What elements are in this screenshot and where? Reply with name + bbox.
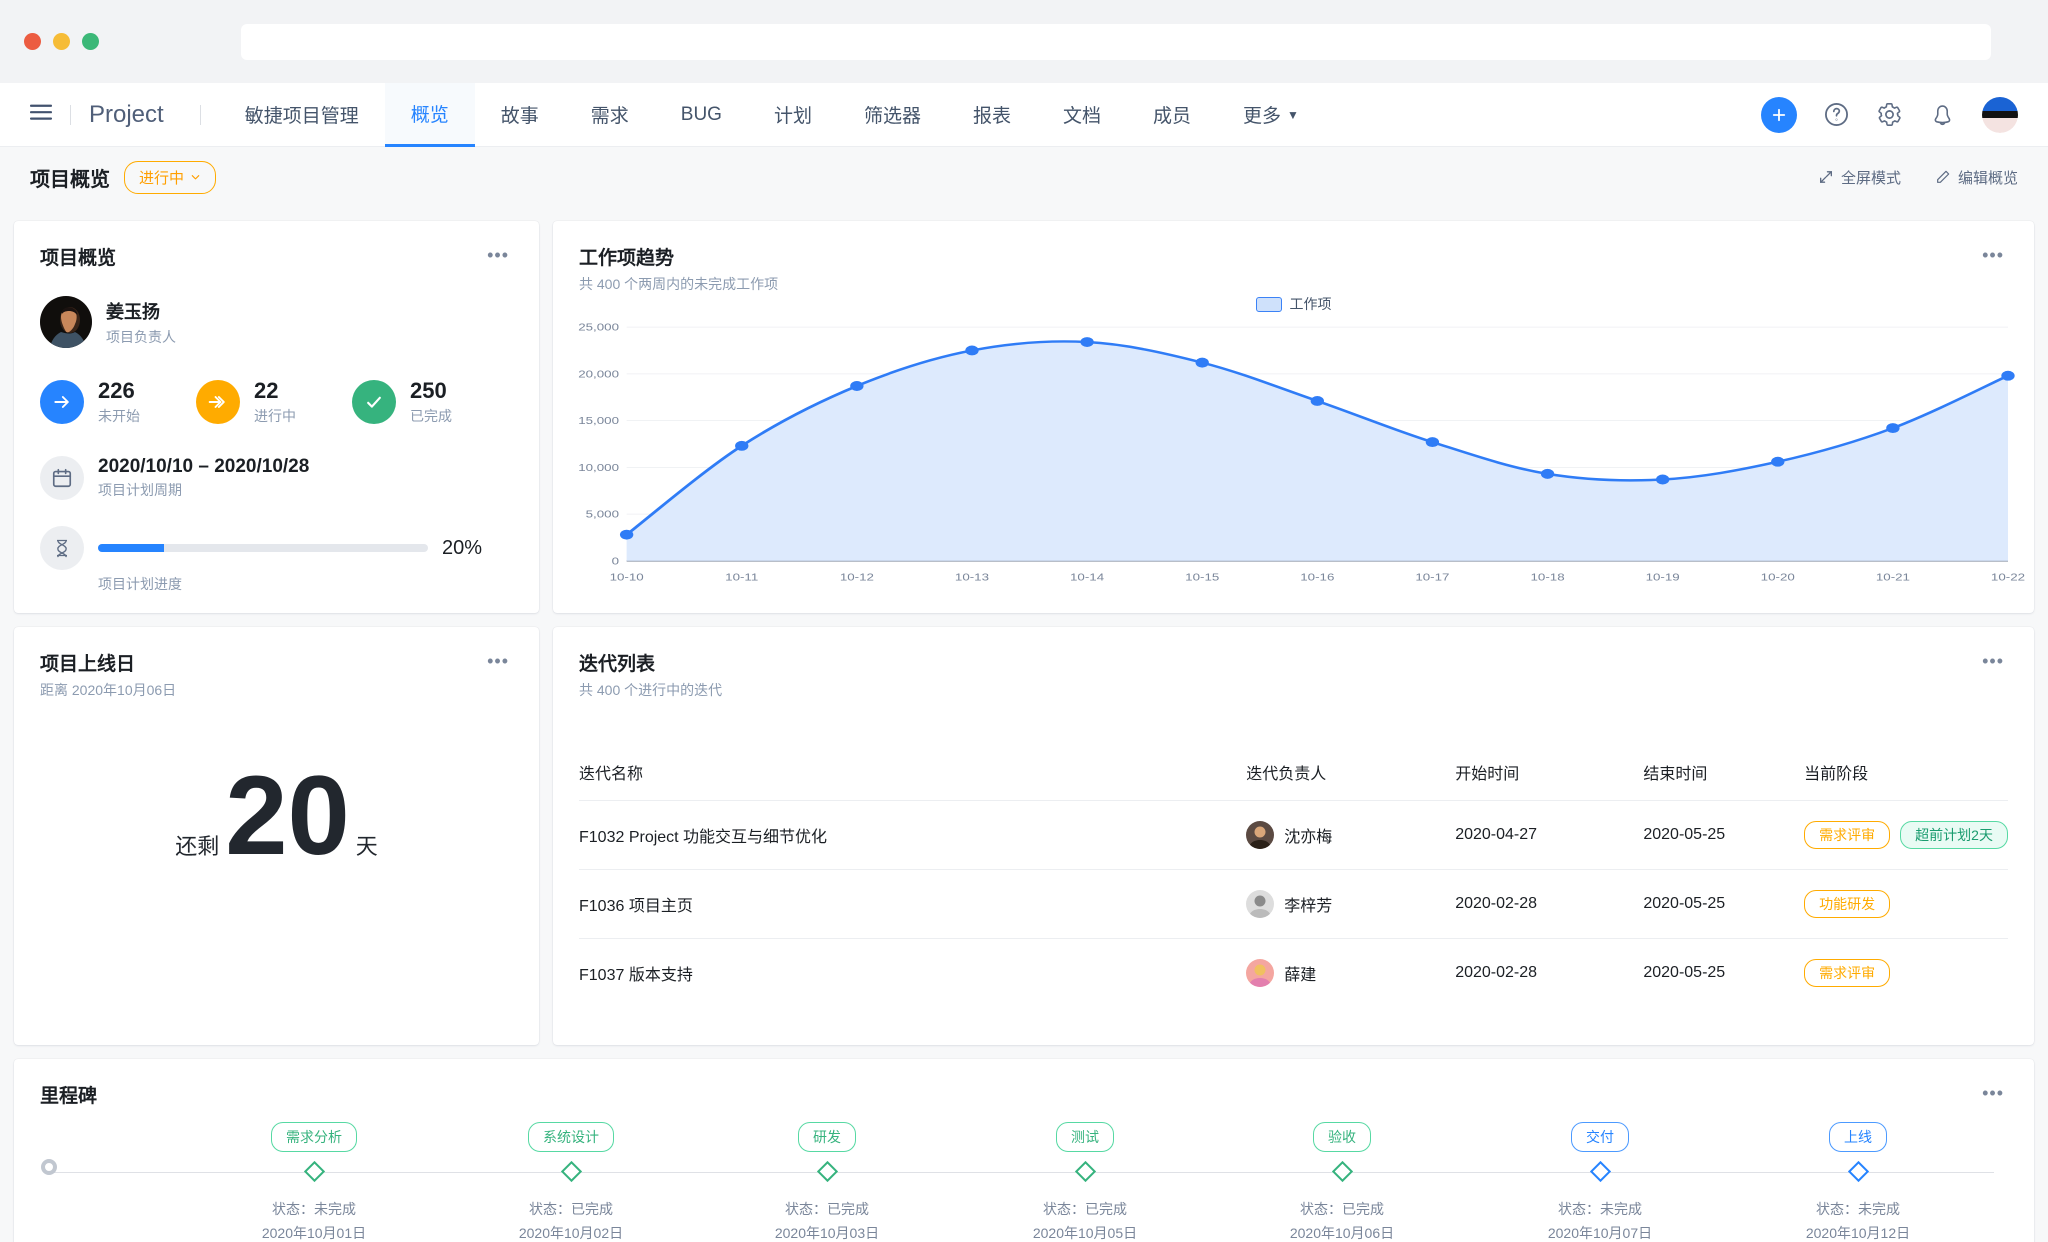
svg-text:25,000: 25,000	[578, 322, 619, 333]
svg-text:10-15: 10-15	[1185, 572, 1220, 583]
svg-text:10-19: 10-19	[1646, 572, 1680, 583]
svg-text:20,000: 20,000	[578, 369, 619, 380]
svg-text:10-14: 10-14	[1070, 572, 1105, 583]
svg-text:10-22: 10-22	[1991, 572, 2025, 583]
svg-text:10-21: 10-21	[1876, 572, 1910, 583]
svg-text:10-16: 10-16	[1300, 572, 1335, 583]
svg-text:10-13: 10-13	[955, 572, 990, 583]
svg-text:10,000: 10,000	[578, 462, 619, 473]
svg-text:10-10: 10-10	[610, 572, 645, 583]
svg-text:5,000: 5,000	[586, 509, 620, 520]
svg-text:10-20: 10-20	[1761, 572, 1796, 583]
svg-text:10-18: 10-18	[1531, 572, 1566, 583]
svg-text:0: 0	[612, 556, 620, 567]
svg-text:10-17: 10-17	[1415, 572, 1449, 583]
svg-text:10-12: 10-12	[840, 572, 874, 583]
svg-text:15,000: 15,000	[578, 416, 619, 427]
svg-text:10-11: 10-11	[725, 572, 758, 583]
